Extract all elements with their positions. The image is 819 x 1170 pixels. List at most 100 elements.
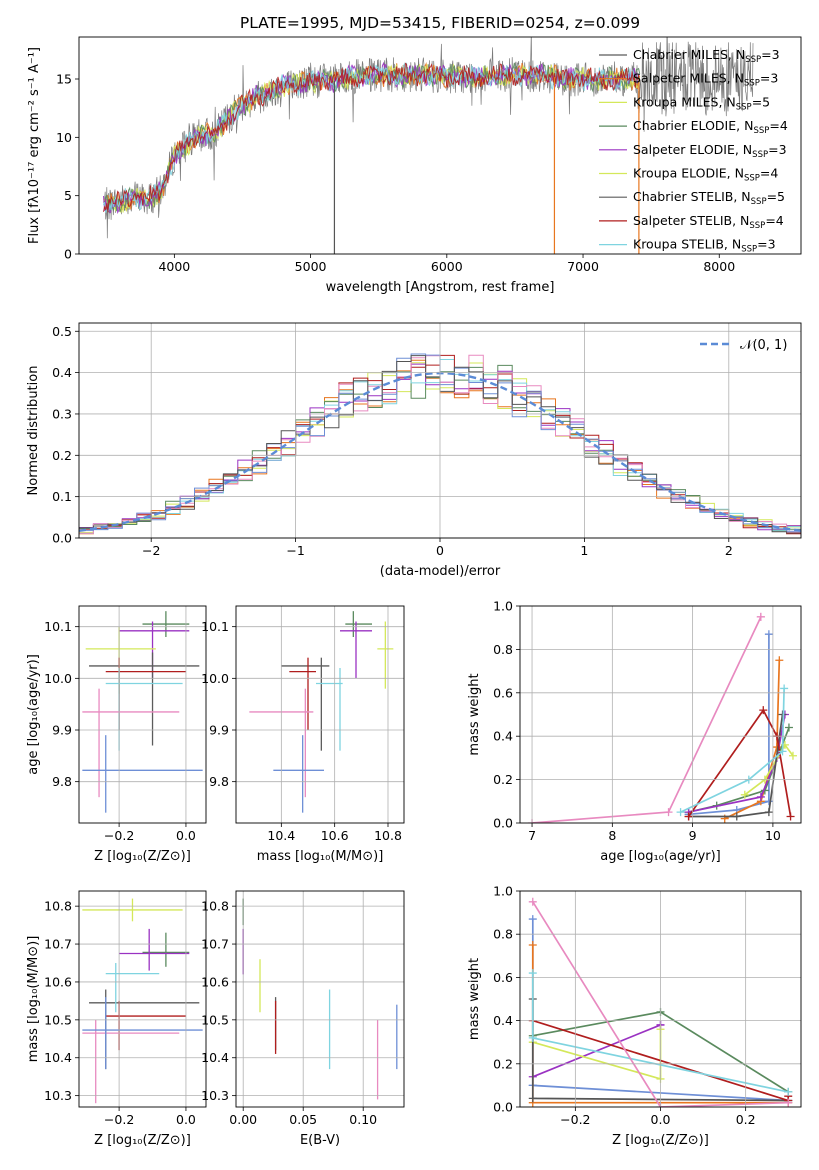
y-tick-label: 10.5: [44, 1012, 72, 1027]
x-tick-label: 0.0: [176, 1112, 196, 1127]
axes-frame: [78, 36, 802, 255]
x-tick-label: 8000: [703, 259, 735, 274]
data-spectrum-line: [103, 37, 754, 239]
x-tick-label: −1: [286, 543, 304, 558]
mass-weight-marker: [528, 1094, 537, 1103]
x-tick-label: 0.05: [289, 1112, 317, 1127]
x-tick-label: 5000: [295, 259, 327, 274]
x-tick-label: 7: [528, 828, 536, 843]
errorbar-point: [82, 898, 183, 922]
axes-frame: [235, 605, 405, 824]
spectrum-legend: Chabrier MILES, NSSP=3 Salpeter MILES, NS…: [599, 47, 788, 255]
errorbar-point: [142, 932, 190, 967]
x-tick-label: 7000: [567, 259, 599, 274]
mass-weight-marker: [676, 808, 685, 817]
mass-weight-marker: [684, 812, 693, 821]
x-tick-label: −0.2: [104, 828, 134, 843]
axes-frame: [519, 890, 802, 1108]
y-tick-label: 10.8: [44, 899, 72, 914]
y-tick-label: 0.6: [493, 970, 513, 985]
errorbar-point: [82, 1019, 180, 1104]
x-tick-label: 10.8: [374, 828, 402, 843]
legend-label: Salpeter MILES, NSSP=3: [633, 71, 778, 89]
y-tick-label: 0.1: [52, 489, 72, 504]
y-axis-label: mass weight: [467, 958, 482, 1040]
y-tick-label: 10.6: [44, 974, 72, 989]
mass-weight-line: [688, 714, 784, 818]
y-tick-label: 10.3: [201, 1088, 229, 1103]
x-tick-label: 8: [608, 828, 616, 843]
mass-weight-marker: [756, 792, 765, 801]
model-spectrum-line: [103, 63, 641, 213]
x-tick-label: 0.0: [176, 828, 196, 843]
axes-frame: [519, 605, 802, 824]
y-tick-label: 10.8: [201, 899, 229, 914]
mass-weight-marker: [786, 812, 795, 821]
errorbar-point: [345, 611, 372, 637]
y-tick-label: 10.3: [44, 1088, 72, 1103]
y-tick-label: 10.1: [201, 619, 229, 634]
y-tick-label: 0.4: [493, 1013, 513, 1028]
plot-area: [103, 37, 754, 254]
x-axis-label: (data-model)/error: [380, 564, 501, 579]
legend-tail: =5: [767, 189, 785, 204]
legend-tail: =3: [761, 47, 779, 62]
y-tick-label: 10.7: [44, 937, 72, 952]
x-axis-label: wavelength [Angstrom, rest frame]: [326, 280, 555, 295]
y-tick-label: 0.4: [493, 729, 513, 744]
y-axis-label: mass [log₁₀(M/M⊙)]: [26, 936, 41, 1063]
mass-weight-marker: [778, 747, 787, 756]
legend-tail: =4: [760, 166, 778, 181]
mass-weight-marker: [528, 941, 537, 949]
y-tick-label: 10.6: [201, 974, 229, 989]
y-tick-label: 10.1: [44, 619, 72, 634]
x-tick-label: 6000: [431, 259, 463, 274]
mass-weight-line: [680, 688, 785, 813]
legend-tail: =3: [760, 71, 778, 86]
legend-subscript: SSP: [741, 245, 757, 255]
y-tick-label: 0.3: [52, 406, 72, 421]
y-axis-label: Flux [fλ10⁻¹⁷ erg cm⁻² s⁻¹ A⁻¹]: [27, 47, 42, 244]
legend-label: Salpeter STELIB, NSSP=4: [633, 213, 784, 231]
mass-weight-marker: [788, 751, 797, 760]
mass-weight-marker: [732, 812, 741, 821]
y-tick-label: 0.2: [493, 772, 513, 787]
x-tick-label: −0.2: [104, 1112, 134, 1127]
y-tick-label: 1.0: [493, 884, 513, 899]
figure-title: PLATE=1995, MJD=53415, FIBERID=0254, z=0…: [240, 14, 640, 32]
mass-weight-marker: [528, 897, 537, 906]
y-tick-label: 10.4: [201, 1050, 229, 1065]
legend-subscript: SSP: [749, 221, 765, 231]
mass-weight-marker: [664, 808, 673, 817]
y-tick-label: 9.9: [52, 723, 72, 738]
mass-weight-marker: [784, 723, 793, 732]
panel-mass-vs-EBV: 0.00 0.05 0.10 10.3 10.4 10.5 10.6 10.7 10.8 E(B-…: [201, 890, 405, 1148]
y-tick-label: 0: [64, 247, 72, 262]
y-tick-label: 10.5: [201, 1012, 229, 1027]
mass-weight-marker: [528, 1033, 537, 1042]
y-tick-label: 0.0: [493, 816, 513, 831]
y-tick-label: 10.0: [201, 671, 229, 686]
y-tick-label: 10: [56, 130, 72, 145]
errorbar-point: [105, 963, 160, 1013]
errorbar-point: [289, 657, 316, 730]
y-tick-label: 1.0: [493, 599, 513, 614]
y-tick-label: 0.2: [493, 1056, 513, 1071]
legend-tail: =5: [752, 94, 770, 109]
x-tick-label: 0: [436, 543, 444, 558]
legend-subscript: SSP: [752, 150, 768, 160]
legend-label: Chabrier MILES, NSSP=3: [633, 47, 780, 65]
y-tick-label: 0.4: [52, 365, 72, 380]
errorbar-point: [316, 668, 343, 751]
mass-weight-marker: [775, 656, 784, 665]
legend-tail: =3: [757, 237, 775, 252]
x-tick-label: 0.0: [651, 1112, 671, 1127]
mass-weight-marker: [528, 969, 537, 978]
panel-residuals: −2 −1 0 1 2 0.0 0.1 0.2 0.3 0.4 0.5 (data-model)/er…: [26, 322, 802, 579]
mass-weight-marker: [764, 630, 773, 639]
y-tick-label: 10.4: [44, 1050, 72, 1065]
mass-weight-marker: [780, 684, 789, 693]
mass-weight-marker: [756, 612, 765, 621]
axes-frame: [235, 890, 405, 1108]
